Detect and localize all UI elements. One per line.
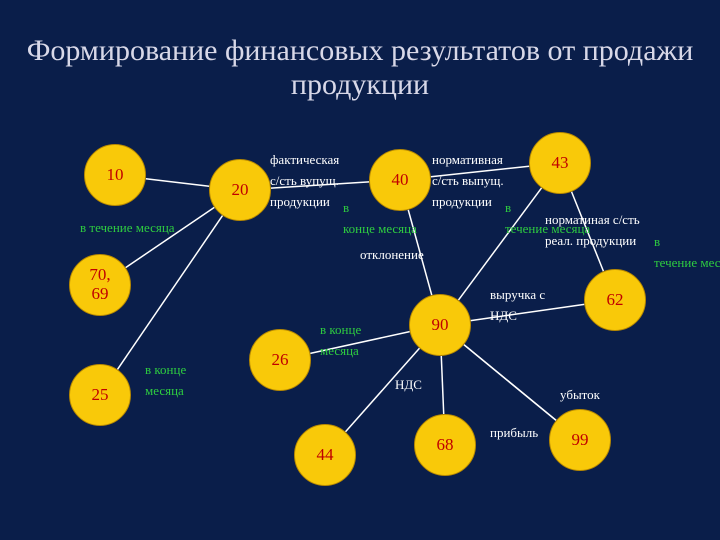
edge bbox=[441, 356, 443, 414]
annotation-label: прибыль bbox=[490, 423, 538, 444]
annotation-label: отклонение bbox=[360, 245, 424, 266]
node-n99: 99 bbox=[549, 409, 611, 471]
annotation-label: в конце месяца bbox=[343, 198, 417, 240]
node-n43: 43 bbox=[529, 132, 591, 194]
annotation-label: в конце месяца bbox=[320, 320, 361, 362]
node-n26: 26 bbox=[249, 329, 311, 391]
annotation-label: в течение месяца bbox=[654, 232, 720, 274]
diagram-title: Формирование финансовых результатов от п… bbox=[0, 34, 720, 102]
diagram-stage: { "canvas": { "width": 720, "height": 54… bbox=[0, 0, 720, 540]
node-n20: 20 bbox=[209, 159, 271, 221]
annotation-label: в конце месяца bbox=[145, 360, 186, 402]
node-n7069: 70, 69 bbox=[69, 254, 131, 316]
annotation-label: фактическая с/сть вупущ. продукции bbox=[270, 150, 339, 212]
node-n90: 90 bbox=[409, 294, 471, 356]
edge bbox=[146, 179, 209, 187]
edge bbox=[464, 345, 556, 421]
annotation-label: убыток bbox=[560, 385, 600, 406]
node-n62: 62 bbox=[584, 269, 646, 331]
annotation-label: нормативная с/сть выпущ. продукции bbox=[432, 150, 504, 212]
annotation-label: норматиная с/сть реал. продукции bbox=[545, 210, 640, 252]
node-n68: 68 bbox=[414, 414, 476, 476]
annotation-label: в течение месяца bbox=[80, 218, 175, 239]
node-n44: 44 bbox=[294, 424, 356, 486]
node-n10: 10 bbox=[84, 144, 146, 206]
node-n25: 25 bbox=[69, 364, 131, 426]
annotation-label: НДС bbox=[395, 375, 422, 396]
annotation-label: выручка с НДС bbox=[490, 285, 545, 327]
